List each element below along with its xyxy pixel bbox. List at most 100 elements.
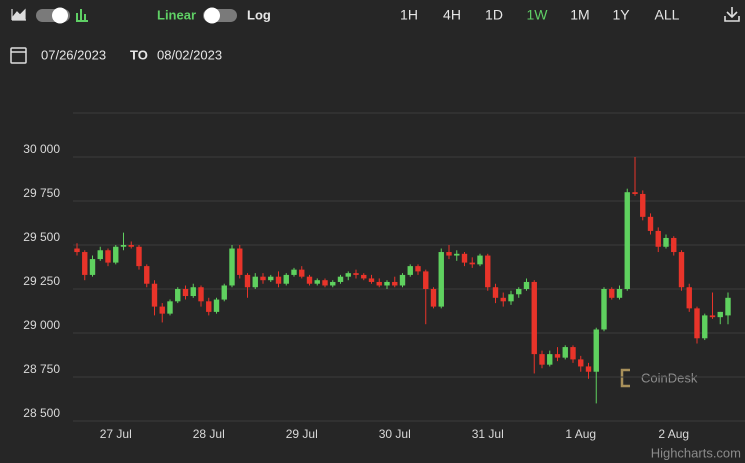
candle-body [82,252,88,275]
candle-body [144,266,150,284]
candle-body [399,274,406,286]
date-to[interactable]: 08/02/2023 [157,47,222,62]
chart-type-toggle[interactable] [11,7,88,24]
candle-body [237,248,243,275]
candle-body [547,354,553,365]
candle-body [562,347,568,358]
candle-body [361,274,367,279]
candle-body [454,253,460,256]
x-tick-label: 29 Jul [286,427,318,441]
candle-body [709,315,716,318]
candle-body [640,193,646,217]
watermark-logo [620,368,630,388]
candle-body [190,287,196,297]
candle-body [322,280,328,286]
candle-body [314,280,320,284]
candle-body [206,301,212,312]
candle-body [182,289,189,297]
y-tick-label: 28 500 [23,406,60,420]
candle-body [609,289,615,298]
candle-body [578,359,584,367]
candle-body [337,276,344,282]
candle-body [702,315,708,339]
candle-body [430,289,437,307]
candle-body [159,306,165,314]
candle-body [376,281,382,286]
candle-body [492,287,499,298]
candle-body [345,273,351,277]
candle-body [275,276,282,284]
candle-body [508,294,514,302]
candle-body [384,281,390,286]
candle-body [663,237,669,247]
watermark: CoinDesk [641,370,698,385]
candle-body [585,366,592,372]
y-tick-label: 29 500 [23,230,60,244]
range-button[interactable]: 1M [570,7,589,23]
y-tick-label: 30 000 [23,142,60,156]
candle-body [678,252,685,288]
date-separator: TO [130,47,148,62]
candle-body [616,289,623,298]
candle-body [330,281,336,286]
candle-body [105,250,111,263]
x-tick-label: 1 Aug [565,427,596,441]
candle-body [229,248,235,286]
candle-body [446,252,452,256]
date-from[interactable]: 07/26/2023 [41,47,106,62]
candle-body [175,289,181,302]
candle-body [306,276,313,284]
candle-body [260,276,266,281]
candle-body [686,287,692,309]
x-tick-label: 27 Jul [100,427,132,441]
scale-linear[interactable]: Linear [157,7,196,22]
candle-body [601,289,607,330]
candle-body [725,297,731,316]
candle-body [74,248,80,253]
x-tick-label: 2 Aug [658,427,689,441]
candle-body [252,276,258,288]
calendar-icon[interactable] [10,47,27,64]
candle-body [353,273,359,275]
candle-body [570,347,576,360]
credit[interactable]: Highcharts.com [651,445,741,460]
candle-body [268,276,274,281]
range-button[interactable]: 1D [485,7,503,23]
x-tick-label: 31 Jul [472,427,504,441]
candle-body [624,192,630,289]
candle-body [89,259,96,275]
candle-body [120,245,127,247]
candle-body [539,354,545,365]
candle-body [136,246,142,267]
candle-body [244,274,251,288]
candle-body [198,287,204,302]
candle-body [113,246,119,263]
y-tick-label: 29 250 [23,274,60,288]
download-icon[interactable] [724,7,740,22]
candle-body [593,329,599,372]
range-button[interactable]: 1H [400,7,418,23]
candle-body [97,250,103,260]
candle-body [299,269,305,277]
candle-body [531,281,537,355]
candle-body [407,266,413,275]
candle-body [368,278,375,282]
scale-toggle[interactable] [203,7,237,24]
candle-body [647,216,654,231]
candle-body [469,262,475,265]
scale-log[interactable]: Log [247,7,271,22]
candle-body [485,255,491,288]
range-button[interactable]: ALL [655,7,680,23]
candle-body [415,266,421,272]
candle-body [291,269,297,275]
candle-body [632,192,638,194]
candle-body [554,354,561,358]
candle-body [655,230,661,247]
range-button[interactable]: 1Y [612,7,630,23]
candle-body [516,289,522,295]
candle-body [671,237,677,253]
range-button[interactable]: 4H [443,7,461,23]
range-button[interactable]: 1W [527,7,549,23]
candle-body [717,311,723,318]
candle-body [694,308,700,339]
